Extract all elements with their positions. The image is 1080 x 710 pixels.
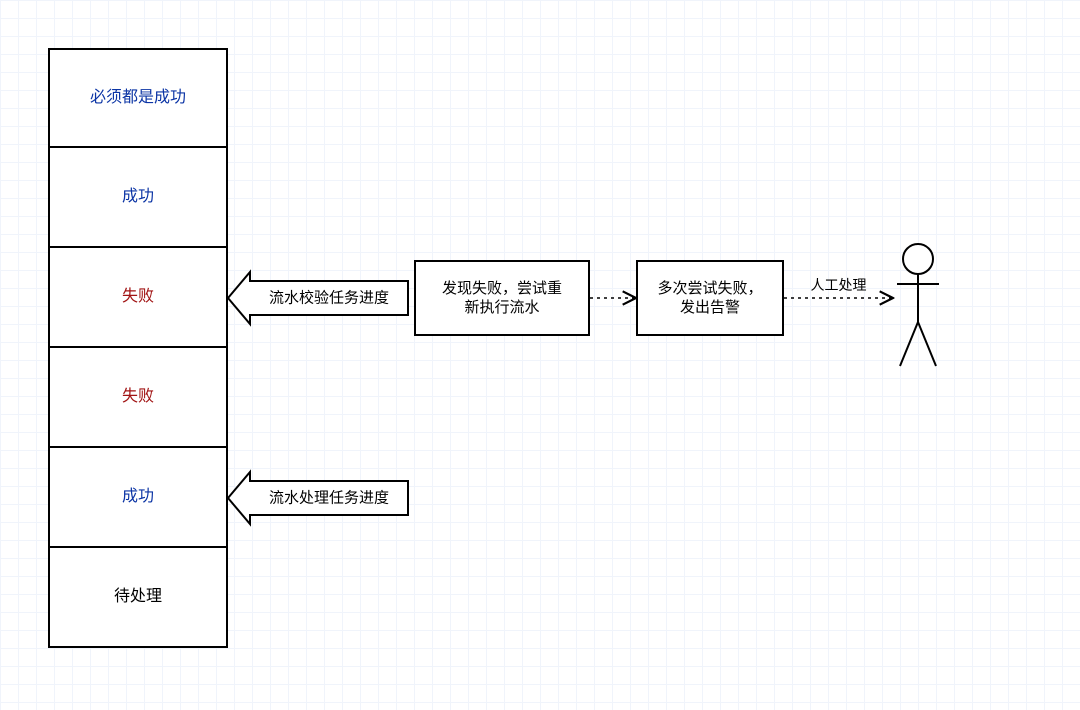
stack-cell-0: 必须都是成功 (48, 48, 228, 148)
stack-cell-label: 成功 (122, 187, 154, 208)
flow-box-alarm: 多次尝试失败， 发出告警 (636, 260, 784, 336)
flow-box-label: 多次尝试失败， 发出告警 (657, 279, 762, 318)
stack-cell-5: 待处理 (48, 548, 228, 648)
flow-box-retry: 发现失败，尝试重 新执行流水 (414, 260, 590, 336)
block-arrow-1 (228, 472, 408, 524)
stack-cell-2: 失败 (48, 248, 228, 348)
dotted-connector-label: 人工处理 (811, 277, 867, 293)
stack-cell-label: 成功 (122, 487, 154, 508)
stack-cell-3: 失败 (48, 348, 228, 448)
stack-cell-label: 待处理 (114, 587, 162, 608)
stack-cell-1: 成功 (48, 148, 228, 248)
stack-cell-label: 必须都是成功 (90, 88, 186, 109)
block-arrow-label: 流水校验任务进度 (269, 290, 389, 307)
flow-box-label: 发现失败，尝试重 新执行流水 (442, 279, 562, 318)
stack-cell-label: 失败 (122, 387, 154, 408)
actor-icon (897, 244, 939, 366)
stack-cell-label: 失败 (122, 287, 154, 308)
block-arrow-label: 流水处理任务进度 (269, 490, 389, 507)
block-arrow-0 (228, 272, 408, 324)
stack-cell-4: 成功 (48, 448, 228, 548)
